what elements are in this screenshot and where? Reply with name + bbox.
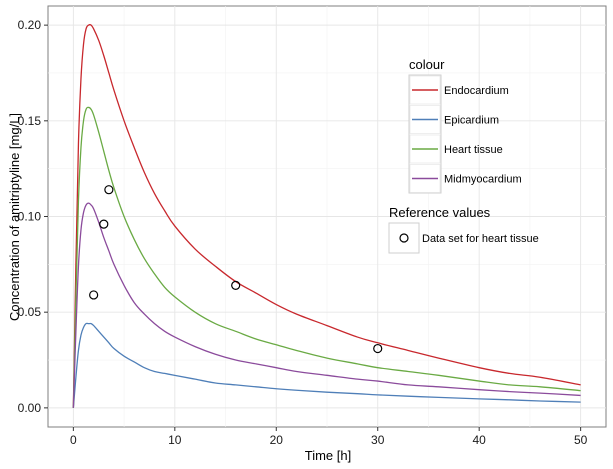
series-lines	[72, 23, 581, 408]
axis-ticks: 0 10 20 30 40 50 0.00 0.05 0.10 0.15 0.20	[18, 18, 588, 447]
y-tick-label: 0.20	[18, 18, 42, 32]
legend-reference-label: Data set for heart tissue	[422, 233, 539, 245]
series-line-endocardium	[72, 23, 581, 408]
series-line-epicardium	[72, 322, 581, 408]
reference-point	[89, 290, 99, 300]
series-line-heart-tissue	[72, 106, 581, 408]
y-tick-label: 0.05	[18, 305, 42, 319]
reference-point	[231, 280, 241, 290]
reference-point	[373, 343, 383, 354]
x-tick-label: 20	[270, 433, 284, 447]
x-tick-label: 50	[574, 433, 588, 447]
legend-reference-title: Reference values	[389, 205, 491, 220]
series-line-midmyocardium	[72, 202, 581, 408]
y-tick-label: 0.15	[18, 114, 42, 128]
legend-entry-label: Heart tissue	[444, 144, 503, 156]
x-axis-title: Time [h]	[305, 448, 351, 463]
x-tick-label: 40	[473, 433, 487, 447]
legend-colour: colour Endocardium Epicardium Heart tissue…	[408, 57, 522, 194]
y-axis-title: Concentration of amitriptyline [mg/L]	[7, 113, 22, 321]
y-tick-label: 0.00	[18, 401, 42, 415]
x-tick-label: 0	[70, 433, 77, 447]
legend-reference: Reference values Data set for heart tiss…	[388, 205, 539, 254]
reference-point	[104, 185, 114, 195]
y-tick-label: 0.10	[18, 210, 42, 224]
legend-entry-label: Midmyocardium	[444, 174, 522, 186]
legend-colour-title: colour	[409, 57, 445, 72]
legend-entry-label: Epicardium	[444, 115, 499, 127]
x-tick-label: 30	[371, 433, 385, 447]
legend-colour-entries: Endocardium Epicardium Heart tissue Midmyoc…	[409, 75, 522, 193]
legend-reference-key-frame	[388, 222, 420, 254]
legend-reference-marker	[399, 233, 409, 243]
reference-points	[89, 185, 383, 354]
reference-point	[99, 219, 109, 229]
legend-entry-label: Endocardium	[444, 85, 509, 97]
x-tick-label: 10	[168, 433, 182, 447]
